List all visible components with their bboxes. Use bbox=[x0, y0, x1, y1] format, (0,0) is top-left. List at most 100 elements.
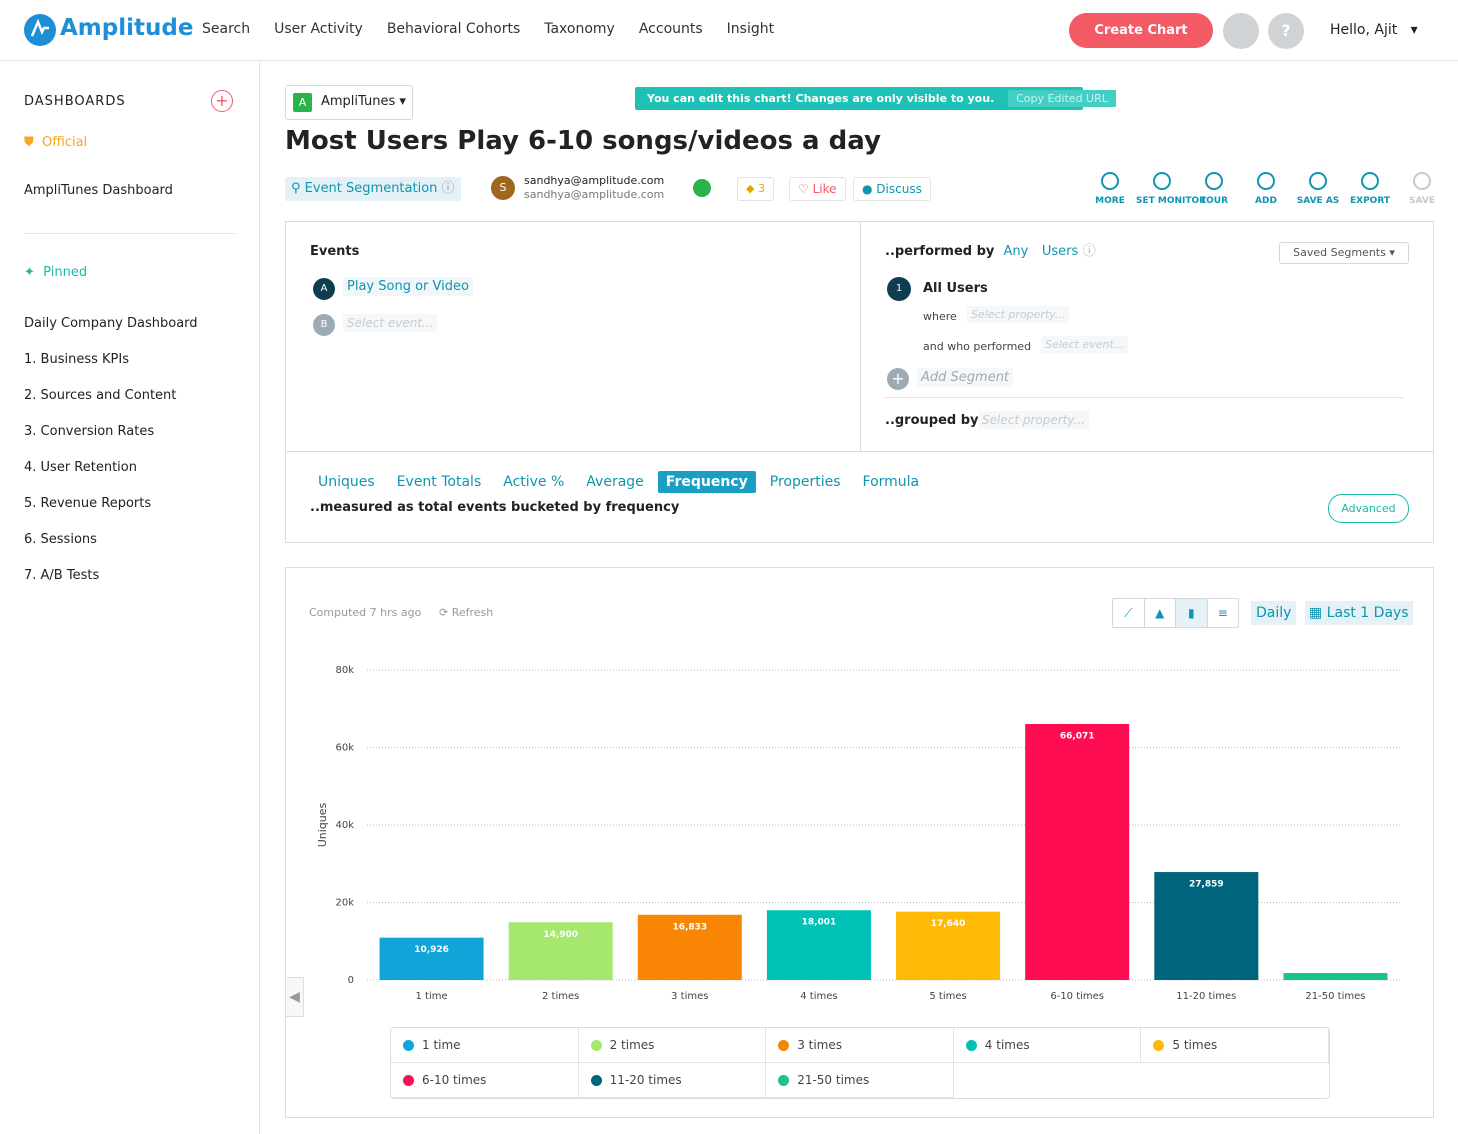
collapse-button[interactable]: ◀ bbox=[285, 977, 304, 1017]
official-dashboard[interactable]: AmpliTunes Dashboard bbox=[24, 183, 173, 198]
legend-label: 1 time bbox=[422, 1038, 461, 1052]
action-button[interactable]: MORE bbox=[1084, 170, 1136, 206]
logo[interactable]: Amplitude bbox=[60, 15, 194, 41]
like-button[interactable]: ♡ Like bbox=[789, 177, 846, 201]
chart-kind[interactable]: ⚲ Event Segmentation ⓘ bbox=[285, 177, 461, 201]
advanced-button[interactable]: Advanced bbox=[1328, 494, 1409, 523]
notice-text: You can edit this chart! Changes are onl… bbox=[647, 92, 995, 105]
action-button[interactable]: SAVE AS bbox=[1292, 170, 1344, 206]
events-heading: Events bbox=[310, 244, 360, 259]
project-selector[interactable]: A AmpliTunes ▾ bbox=[285, 85, 413, 120]
legend-label: 6-10 times bbox=[422, 1073, 487, 1087]
layer-count[interactable]: ◆ 3 bbox=[737, 177, 774, 201]
legend-label: 4 times bbox=[984, 1038, 1030, 1052]
segment-name: All Users bbox=[923, 281, 988, 296]
date-range-selector[interactable]: ▦ Last 1 Days bbox=[1305, 601, 1413, 625]
property-selector[interactable]: Select property... bbox=[967, 306, 1070, 323]
area-chart-button[interactable]: ▲ bbox=[1145, 599, 1176, 627]
count-label: 3 bbox=[757, 182, 765, 195]
legend-swatch bbox=[778, 1074, 790, 1086]
event-selector[interactable]: Play Song or Video bbox=[343, 277, 473, 296]
help-button[interactable]: ? bbox=[1268, 13, 1304, 49]
chart-type-switcher: ⟋ ▲ ▮ ≡ bbox=[1112, 598, 1239, 628]
action-label: MORE bbox=[1095, 196, 1125, 206]
legend-item[interactable]: 2 times bbox=[578, 1028, 767, 1063]
top-nav: Amplitude Search User Activity Behavioral … bbox=[0, 0, 1458, 61]
user-menu[interactable]: Hello, Ajit ▾ bbox=[1330, 22, 1418, 38]
legend-item[interactable]: 21-50 times bbox=[766, 1063, 954, 1098]
nav-link[interactable]: Taxonomy bbox=[544, 21, 615, 37]
legend-swatch bbox=[965, 1039, 977, 1051]
saved-segments-dropdown[interactable]: Saved Segments ▾ bbox=[1279, 242, 1409, 264]
legend-item[interactable]: 11-20 times bbox=[578, 1063, 767, 1098]
action-button[interactable]: ADD bbox=[1240, 170, 1292, 206]
action-button[interactable]: SAVE bbox=[1396, 170, 1448, 206]
nav-link[interactable]: Search bbox=[202, 21, 251, 37]
action-icon bbox=[1153, 172, 1171, 190]
performed-by: ..performed by Any Users ⓘ bbox=[885, 244, 1096, 259]
owner-email: sandhya@amplitude.com bbox=[524, 174, 665, 187]
discuss-label: Discuss bbox=[876, 182, 922, 196]
discuss-button[interactable]: ● Discuss bbox=[853, 177, 931, 201]
measure-tab[interactable]: Properties bbox=[769, 474, 841, 490]
users-selector[interactable]: Users bbox=[1041, 244, 1079, 259]
pinned-label: Pinned bbox=[43, 265, 88, 280]
action-button[interactable]: SET MONITOR bbox=[1136, 170, 1206, 206]
add-segment-button[interactable]: Add Segment bbox=[917, 368, 1014, 387]
add-dashboard-button[interactable]: + bbox=[211, 90, 233, 112]
line-chart-button[interactable]: ⟋ bbox=[1113, 599, 1145, 627]
copy-url-button[interactable]: Copy Edited URL bbox=[1008, 90, 1116, 107]
event-selector[interactable]: Select event... bbox=[343, 314, 438, 332]
dashboard-link[interactable]: 1. Business KPIs bbox=[24, 352, 129, 367]
action-icon bbox=[1101, 172, 1119, 190]
event-letter: B bbox=[313, 314, 335, 336]
refresh-button[interactable]: ⟳ Refresh bbox=[439, 606, 494, 619]
visibility-icon[interactable] bbox=[693, 179, 711, 197]
action-label: SET MONITOR bbox=[1136, 196, 1207, 206]
measure-tab[interactable]: Active % bbox=[503, 474, 565, 490]
dashboard-link[interactable]: 2. Sources and Content bbox=[24, 388, 177, 403]
legend-item[interactable]: 1 time bbox=[391, 1028, 579, 1063]
measure-tab[interactable]: Event Totals bbox=[396, 474, 482, 490]
group-property-selector[interactable]: Select property... bbox=[978, 411, 1089, 429]
interval-selector[interactable]: Daily bbox=[1251, 601, 1297, 625]
legend-swatch bbox=[590, 1039, 602, 1051]
table-button[interactable]: ≡ bbox=[1217, 606, 1228, 620]
action-button[interactable]: EXPORT bbox=[1344, 170, 1396, 206]
nav-link[interactable]: Accounts bbox=[638, 21, 703, 37]
measure-tab[interactable]: Uniques bbox=[318, 474, 375, 490]
dashboard-link[interactable]: 5. Revenue Reports bbox=[24, 496, 152, 511]
chart-title: Most Users Play 6-10 songs/videos a day bbox=[285, 126, 881, 156]
legend-label: 2 times bbox=[609, 1038, 655, 1052]
measure-tab[interactable]: Formula bbox=[862, 474, 920, 490]
nav-link[interactable]: Insight bbox=[726, 21, 775, 37]
segment-number: 1 bbox=[887, 277, 911, 301]
legend-item[interactable]: 3 times bbox=[766, 1028, 954, 1063]
legend-item[interactable]: 6-10 times bbox=[391, 1063, 579, 1098]
notifications-button[interactable] bbox=[1223, 13, 1259, 49]
nav-link[interactable]: Behavioral Cohorts bbox=[386, 21, 521, 37]
measure-tab[interactable]: Frequency bbox=[657, 471, 756, 493]
action-button[interactable]: TOUR bbox=[1188, 170, 1240, 206]
measure-tab[interactable]: Average bbox=[586, 474, 644, 490]
create-chart-button[interactable]: Create Chart bbox=[1069, 13, 1213, 48]
legend-item[interactable]: 4 times bbox=[953, 1028, 1142, 1063]
dashboard-link[interactable]: 4. User Retention bbox=[24, 460, 137, 475]
project-initial: A bbox=[293, 93, 312, 112]
add-segment-icon[interactable]: + bbox=[887, 368, 909, 390]
action-label: TOUR bbox=[1199, 196, 1229, 206]
legend-swatch bbox=[403, 1074, 414, 1086]
action-bar: MORE SET MONITOR TOUR ADD SAVE AS EXPORT SAVE bbox=[1084, 170, 1448, 206]
where-label: where bbox=[923, 310, 957, 323]
dashboard-link[interactable]: 3. Conversion Rates bbox=[24, 424, 155, 439]
nav-link[interactable]: User Activity bbox=[274, 21, 363, 37]
action-label: EXPORT bbox=[1350, 196, 1390, 206]
dashboard-link[interactable]: Daily Company Dashboard bbox=[24, 316, 198, 331]
dashboard-link[interactable]: 7. A/B Tests bbox=[24, 568, 100, 583]
legend-item[interactable]: 5 times bbox=[1141, 1028, 1329, 1063]
any-selector[interactable]: Any bbox=[1003, 244, 1029, 259]
bar-chart-button[interactable]: ▮ bbox=[1176, 599, 1208, 627]
dashboard-link[interactable]: 6. Sessions bbox=[24, 532, 97, 547]
event-selector[interactable]: Select event... bbox=[1041, 336, 1129, 353]
